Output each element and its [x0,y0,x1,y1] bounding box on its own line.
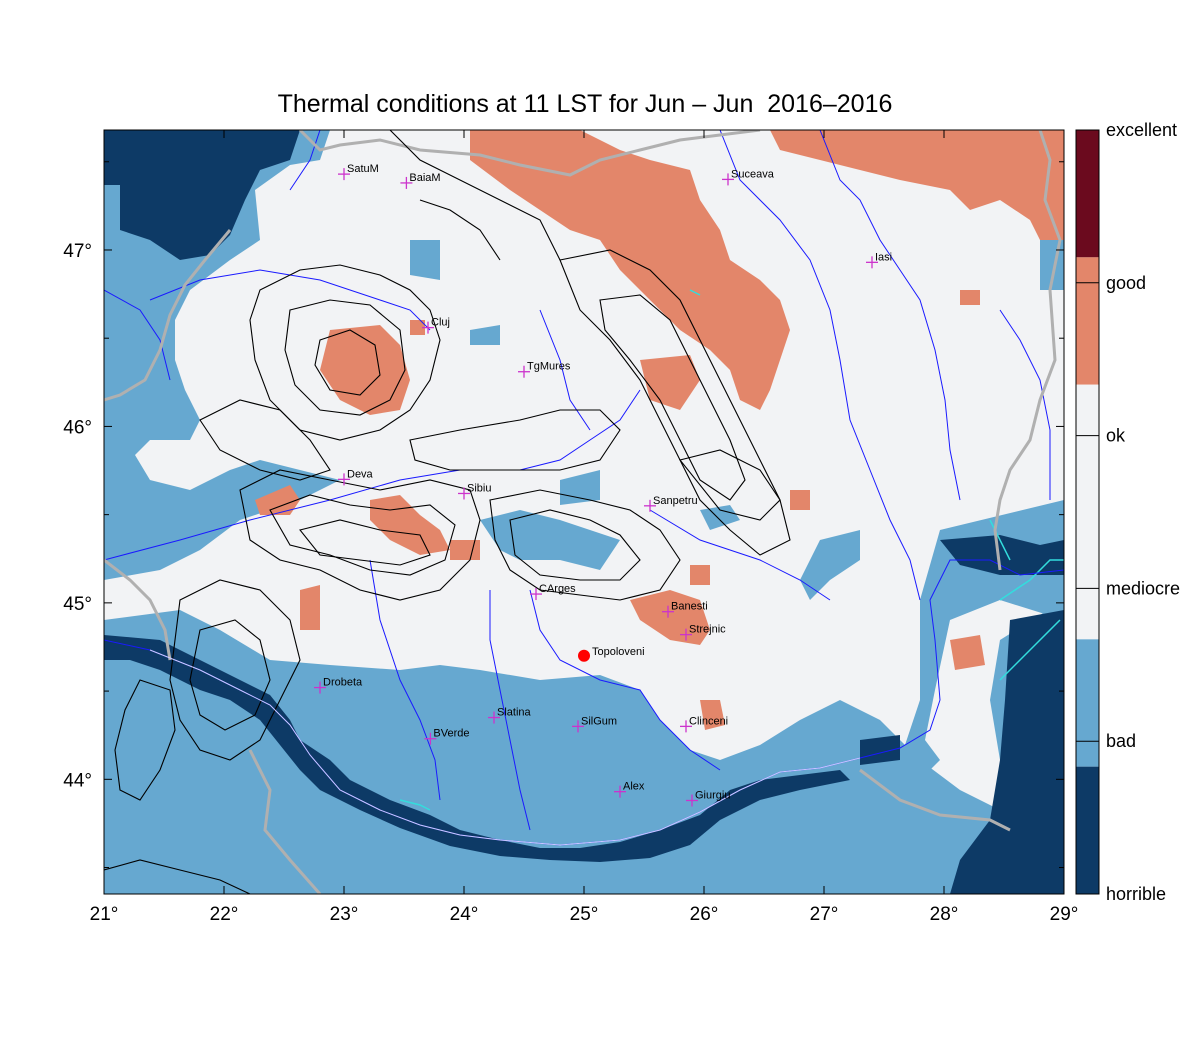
colorbar-label-horrible: horrible [1106,884,1166,904]
y-tick-label: 44° [63,770,92,791]
y-tick-label: 47° [63,241,92,262]
city-marker: Sanpetru [644,495,698,512]
city-label: Sibiu [467,482,491,494]
city-marker: SilGum [572,715,617,733]
colorbar-band-good [1076,257,1099,385]
x-tick-label: 27° [810,904,839,925]
city-label: Suceava [731,168,775,180]
city-marker: Giurgiu [686,789,730,807]
x-tick-label: 25° [570,904,599,925]
city-marker: Slatina [488,707,532,724]
colorbar-label-bad: bad [1106,731,1136,751]
y-tick-label: 45° [63,594,92,615]
topoloveni-point [578,649,590,662]
y-tick-label: 46° [63,417,92,438]
city-label: SatuM [347,163,379,175]
danube-highlight [149,649,861,846]
colorbar-band-bad [1076,639,1099,767]
city-label: SilGum [581,715,617,727]
city-marker: Strejnic [680,624,726,641]
map-field: SatuM BaiaM Suceava Iasi Cluj TgMures Deva Sibi… [104,130,1064,894]
horrible-regions [104,130,1064,894]
cities-layer: SatuM BaiaM Suceava Iasi Cluj TgMures Deva Sibi… [314,163,892,807]
city-marker: Banesti [662,601,708,618]
colorbar-band-excellent [1076,130,1099,258]
x-tick-label: 23° [330,904,359,925]
x-tick-label: 28° [930,904,959,925]
city-label: Alex [623,781,645,793]
x-tick-label: 24° [450,904,479,925]
lakes [399,289,1064,811]
x-tick-label: 22° [210,904,239,925]
city-marker: BVerde [424,728,469,745]
topoloveni-label: Topoloveni [592,646,645,658]
city-label: Banesti [671,601,708,613]
colorbar-label-good: good [1106,273,1146,293]
x-tick-label: 29° [1050,904,1079,925]
contours [104,130,791,894]
city-label: Giurgiu [695,789,730,801]
city-label: Strejnic [689,624,726,636]
colorbar-band-mediocre [1076,512,1099,640]
colorbar-label-excellent: excellent [1106,120,1177,140]
city-marker: Suceava [722,168,775,186]
city-label: Cluj [431,317,450,329]
city-label: Sanpetru [653,495,698,507]
colorbar-frame [1075,129,1100,895]
city-marker: TgMures [518,361,571,378]
city-label: BaiaM [409,172,440,184]
highlight-layer: Topoloveni [578,646,645,662]
city-marker: CArges [530,583,576,601]
map-title: Thermal conditions at 11 LST for Jun – J… [277,90,893,118]
city-label: BVerde [433,728,469,740]
city-marker: Drobeta [314,677,363,694]
city-label: Slatina [497,707,532,719]
borders [104,130,1062,894]
city-label: Clinceni [689,715,728,727]
city-marker: Sibiu [458,482,491,500]
colorbar-label-mediocre: mediocre [1106,578,1180,598]
city-marker: Iasi [866,251,892,269]
x-tick-label: 21° [90,904,119,925]
city-label: CArges [539,583,576,595]
city-marker: BaiaM [400,172,441,189]
colorbar-band-ok [1076,384,1099,512]
axis-layer: 21° 22° 23° 24° 25° 26° 27° 28° 29° 44° 45° 46° 47° [63,130,1078,925]
colorbar-label-ok: ok [1106,426,1126,446]
colorbar: excellent good ok mediocre bad horrible [1075,120,1180,904]
city-label: Deva [347,468,374,480]
city-label: TgMures [527,361,571,373]
city-marker: SatuM [338,163,379,181]
city-label: Drobeta [323,677,363,689]
colorbar-band-horrible [1076,766,1099,894]
city-marker: Clinceni [680,715,728,733]
city-label: Iasi [875,251,892,263]
city-marker: Alex [614,781,645,798]
city-marker: Cluj [422,317,450,334]
x-tick-label: 26° [690,904,719,925]
city-marker: Deva [338,468,374,486]
